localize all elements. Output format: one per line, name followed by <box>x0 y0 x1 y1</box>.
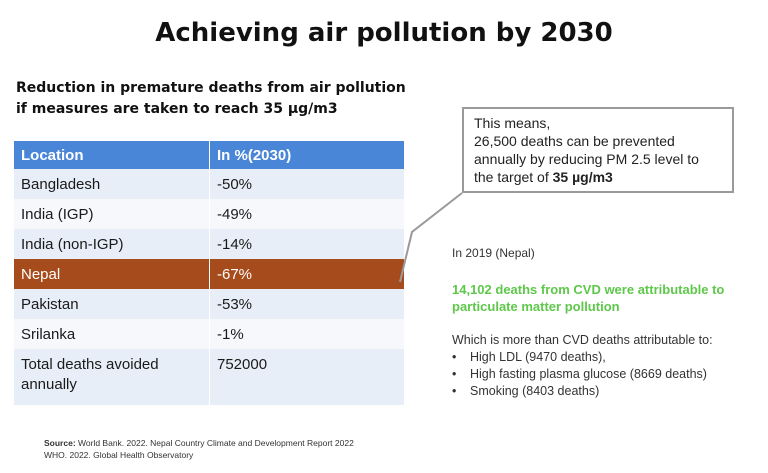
table-row: Bangladesh -50% <box>14 169 404 199</box>
list-item: Smoking (8403 deaths) <box>452 383 707 400</box>
row-value: -67% <box>209 259 404 289</box>
source-note: Source: World Bank. 2022. Nepal Country … <box>44 437 354 461</box>
row-location: India (non-IGP) <box>14 229 210 259</box>
table-header-row: Location In %(2030) <box>14 141 404 169</box>
table-row-highlighted: Nepal -67% <box>14 259 404 289</box>
callout-target: 35 µg/m3 <box>552 169 613 185</box>
facts-intro: Which is more than CVD deaths attributab… <box>452 333 713 347</box>
source-line2: WHO. 2022. Global Health Observatory <box>44 450 194 460</box>
source-line1: World Bank. 2022. Nepal Country Climate … <box>78 438 354 448</box>
header-location: Location <box>14 141 210 169</box>
row-value: -50% <box>209 169 404 199</box>
row-value: -1% <box>209 319 404 349</box>
table-row: Srilanka -1% <box>14 319 404 349</box>
row-location: Srilanka <box>14 319 210 349</box>
row-location: Bangladesh <box>14 169 210 199</box>
header-percent: In %(2030) <box>209 141 404 169</box>
row-value: -53% <box>209 289 404 319</box>
list-item: High fasting plasma glucose (8669 deaths… <box>452 366 707 383</box>
table-row: India (non-IGP) -14% <box>14 229 404 259</box>
table-row: India (IGP) -49% <box>14 199 404 229</box>
row-value: 752000 <box>209 349 404 405</box>
callout-box: This means, 26,500 deaths can be prevent… <box>462 107 734 193</box>
row-location: India (IGP) <box>14 199 210 229</box>
table-row: Pakistan -53% <box>14 289 404 319</box>
table-row-total: Total deaths avoided annually 752000 <box>14 349 404 405</box>
table-subtitle: Reduction in premature deaths from air p… <box>16 80 406 117</box>
callout-line2: 26,500 deaths can be prevented annually … <box>474 133 699 185</box>
row-value: -14% <box>209 229 404 259</box>
row-location: Total deaths avoided annually <box>14 349 210 405</box>
facts-highlight: 14,102 deaths from CVD were attributable… <box>452 282 725 314</box>
source-label: Source: <box>44 438 76 448</box>
list-item: High LDL (9470 deaths), <box>452 349 707 366</box>
reduction-table: Location In %(2030) Bangladesh -50% Indi… <box>14 141 404 405</box>
row-location: Nepal <box>14 259 210 289</box>
slide-title: Achieving air pollution by 2030 <box>155 18 613 48</box>
row-value: -49% <box>209 199 404 229</box>
callout-line1: This means, <box>474 115 551 131</box>
facts-list: High LDL (9470 deaths), High fasting pla… <box>452 349 707 400</box>
row-location: Pakistan <box>14 289 210 319</box>
facts-year: In 2019 (Nepal) <box>452 246 535 260</box>
